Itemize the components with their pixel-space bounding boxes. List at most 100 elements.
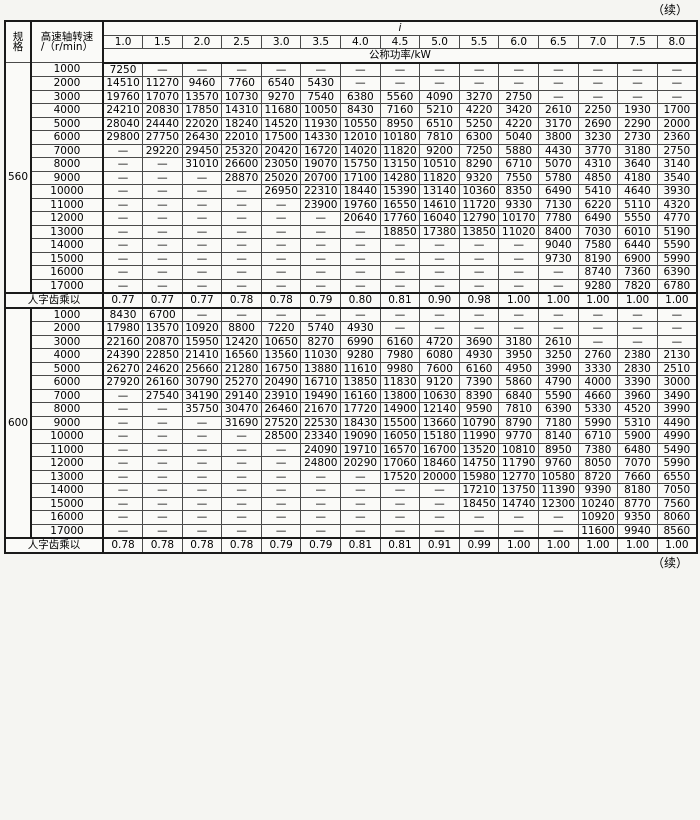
power-cell: —: [181, 184, 223, 199]
power-cell: 17380: [419, 224, 460, 239]
power-cell: 16750: [260, 361, 302, 376]
table-row: 7000—29220 29450 25320 20420 16720 14020 11820…: [5, 143, 698, 158]
power-cell: 5740: [300, 321, 342, 336]
power-rating-table: 规 格 高速轴转速 /（r/min） i 1.0 1.5 2.0 2.5 3.0 3.5 4…: [4, 20, 698, 554]
table-row: 11000— — — — —24090 19710 16570 16700 13520 10810…: [5, 442, 698, 457]
header-row-power: 公称功率/kW: [5, 48, 698, 64]
power-cell: —: [260, 483, 302, 498]
power-cell: —: [221, 224, 262, 239]
rpm-value: 6000: [30, 130, 104, 145]
power-cell: —: [300, 496, 342, 511]
power-cell: 24620: [142, 361, 183, 376]
power-cell: 6840: [498, 388, 540, 403]
table-row: 6000 29800 27750 26430 22010 17500 14330 12010 1…: [5, 130, 698, 145]
power-cell: 3140: [656, 157, 698, 172]
power-cell: 9200: [419, 143, 460, 158]
power-cell: —: [538, 265, 579, 280]
power-cell: 14740: [498, 496, 540, 511]
power-cell: —: [458, 307, 500, 322]
power-cell: —: [617, 334, 658, 349]
multiplier-value: 1.00: [617, 537, 658, 554]
power-cell: 26270: [102, 361, 144, 376]
rpm-value: 13000: [30, 224, 104, 239]
power-cell: 3170: [538, 116, 579, 131]
multiplier-value: 1.00: [498, 292, 540, 309]
power-cell: —: [102, 238, 144, 253]
power-cell: —: [102, 278, 144, 294]
table-row: 10000— — — —28500 23340 19090 16050 15180 11990 9…: [5, 429, 698, 444]
power-cell: 8430: [102, 307, 144, 322]
power-cell: —: [300, 62, 342, 77]
power-cell: —: [142, 184, 183, 199]
power-cell: 8050: [577, 456, 619, 471]
power-cell: 5990: [656, 456, 698, 471]
power-cell: 5250: [458, 116, 500, 131]
power-cell: —: [181, 278, 223, 294]
power-cell: —: [458, 510, 500, 525]
power-cell: 6990: [340, 334, 381, 349]
power-cell: 20490: [260, 375, 302, 390]
power-cell: 6010: [617, 224, 658, 239]
power-cell: 7360: [617, 265, 658, 280]
table-row: 3000 22160 20870 15950 12420 10650 8270 6990 616…: [5, 334, 698, 349]
power-cell: 29800: [102, 130, 144, 145]
power-cell: —: [458, 321, 500, 336]
table-row: 15000— — — — — — — — — — —9730 8190 6900 5990: [5, 251, 698, 266]
power-cell: —: [181, 469, 223, 484]
power-cell: —: [419, 62, 460, 77]
power-cell: 13570: [181, 89, 223, 104]
power-cell: —: [419, 483, 460, 498]
header-ratio-3.0: 3.0: [260, 34, 302, 49]
multiplier-value: 0.79: [300, 537, 342, 554]
power-cell: 31690: [221, 415, 262, 430]
table-row: 13000— — — — — — —18850 17380 13850 11020 8400 7030…: [5, 224, 698, 239]
power-cell: —: [419, 510, 460, 525]
power-cell: 16050: [379, 429, 421, 444]
power-cell: —: [102, 170, 144, 185]
power-cell: 4790: [538, 375, 579, 390]
multiplier-value: 0.78: [102, 537, 144, 554]
power-cell: 11820: [379, 143, 421, 158]
power-cell: 14520: [260, 116, 302, 131]
power-cell: 7160: [379, 103, 421, 118]
power-cell: —: [458, 251, 500, 266]
multiplier-value: 0.98: [458, 292, 500, 309]
power-cell: 5110: [617, 197, 658, 212]
power-cell: —: [300, 483, 342, 498]
power-cell: —: [142, 224, 183, 239]
power-cell: —: [340, 523, 381, 539]
power-cell: —: [419, 523, 460, 539]
power-cell: —: [102, 496, 144, 511]
power-cell: 28040: [102, 116, 144, 131]
power-cell: —: [181, 415, 223, 430]
multiplier-value: 0.80: [340, 292, 381, 309]
power-cell: 2830: [617, 361, 658, 376]
power-cell: 3390: [617, 375, 658, 390]
power-cell: 5590: [656, 238, 698, 253]
power-cell: 10730: [221, 89, 262, 104]
table-row: 14000— — — — — — — — —17210 13750 11390 9390 8180 705…: [5, 483, 698, 498]
power-cell: 5410: [577, 184, 619, 199]
rpm-value: 4000: [30, 103, 104, 118]
power-cell: 30470: [221, 402, 262, 417]
power-cell: —: [656, 62, 698, 77]
power-cell: 8140: [538, 429, 579, 444]
power-cell: 5590: [538, 388, 579, 403]
multiplier-label: 人字齿乘以: [4, 537, 104, 554]
power-cell: 17500: [260, 130, 302, 145]
power-cell: —: [538, 510, 579, 525]
power-cell: 13660: [419, 415, 460, 430]
power-cell: 6780: [656, 278, 698, 294]
power-cell: 13140: [419, 184, 460, 199]
power-cell: 6480: [617, 442, 658, 457]
power-cell: —: [181, 483, 223, 498]
power-cell: 12140: [419, 402, 460, 417]
header-ratio-4.0: 4.0: [340, 34, 381, 49]
power-cell: —: [340, 278, 381, 294]
power-cell: 6390: [656, 265, 698, 280]
power-cell: —: [458, 62, 500, 77]
power-cell: —: [102, 143, 144, 158]
power-cell: 16040: [419, 211, 460, 226]
power-cell: 3640: [617, 157, 658, 172]
power-cell: 9330: [498, 197, 540, 212]
